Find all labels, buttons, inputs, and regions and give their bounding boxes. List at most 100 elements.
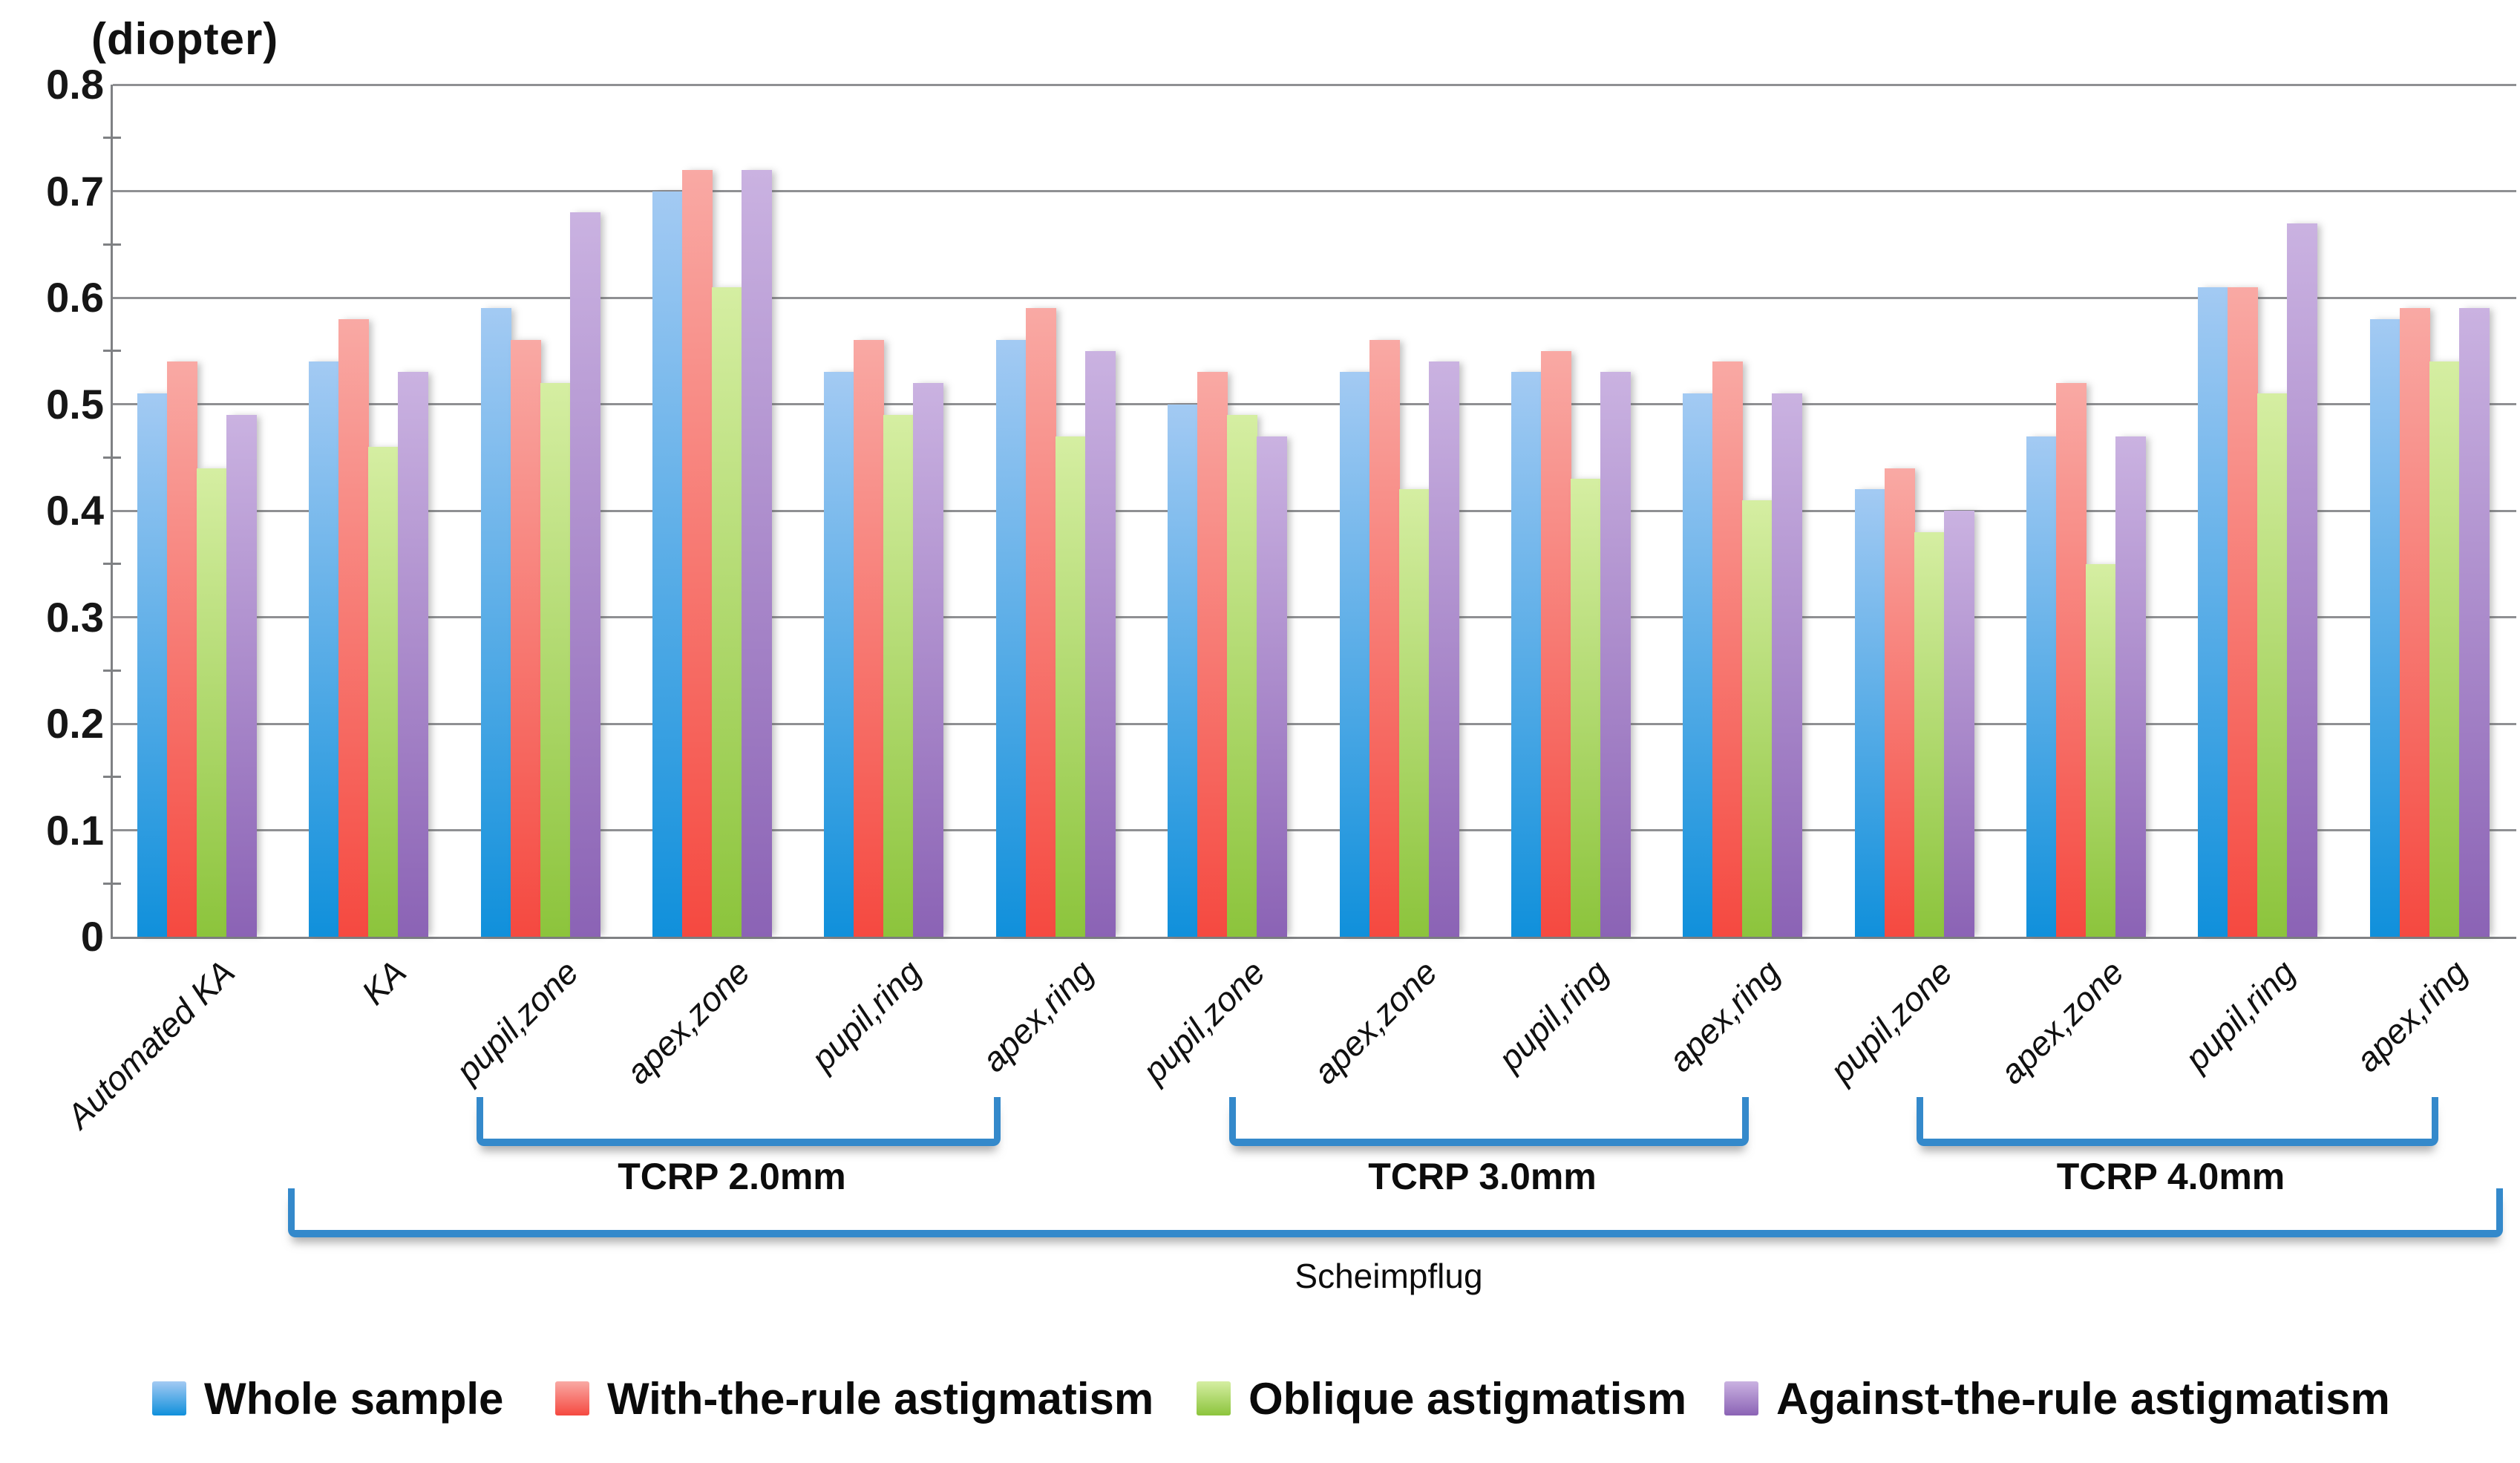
bar-oblique-astigmatism — [1398, 489, 1430, 937]
bar-with-the-rule-astigmatism — [854, 340, 885, 937]
gridline — [113, 403, 2516, 405]
x-axis-line — [111, 937, 2516, 939]
bar-oblique-astigmatism — [1742, 500, 1773, 937]
bar-with-the-rule-astigmatism — [1540, 350, 1571, 937]
y-axis-minor-tick — [103, 882, 121, 885]
bar-with-the-rule-astigmatism — [1884, 468, 1915, 937]
bar-whole-sample — [1683, 393, 1714, 937]
group-bracket-label: TCRP 2.0mm — [618, 1156, 846, 1197]
bar-with-the-rule-astigmatism — [338, 318, 370, 937]
bar-oblique-astigmatism — [2429, 361, 2460, 937]
legend-label: With-the-rule astigmatism — [607, 1373, 1154, 1424]
bar-with-the-rule-astigmatism — [1197, 372, 1228, 937]
bar-against-the-rule-astigmatism — [742, 169, 772, 937]
bar-against-the-rule-astigmatism — [2287, 223, 2318, 937]
bar-whole-sample — [1339, 372, 1370, 937]
y-axis-tick-label: 0.1 — [46, 806, 104, 854]
bar-oblique-astigmatism — [883, 414, 914, 937]
group-bracket-label: TCRP 3.0mm — [1368, 1156, 1597, 1197]
bar-whole-sample — [137, 393, 168, 937]
y-axis-minor-tick — [103, 243, 121, 246]
bar-with-the-rule-astigmatism — [1712, 361, 1744, 937]
bar-whole-sample — [309, 361, 340, 937]
y-axis-tick-label: 0.3 — [46, 593, 104, 641]
group-bracket-tcrp-2.0mm — [477, 1097, 1001, 1146]
y-axis-minor-tick — [103, 350, 121, 353]
y-axis-tick-label: 0.2 — [46, 700, 104, 747]
y-axis-unit-title: (diopter) — [91, 14, 279, 64]
bar-against-the-rule-astigmatism — [569, 212, 600, 937]
gridline — [113, 190, 2516, 192]
bar-whole-sample — [480, 308, 511, 937]
bar-against-the-rule-astigmatism — [1257, 436, 1288, 937]
y-axis-tick-label: 0.8 — [46, 61, 104, 108]
bar-against-the-rule-astigmatism — [226, 414, 257, 937]
group-bracket-label: TCRP 4.0mm — [2056, 1156, 2285, 1197]
group-bracket-tcrp-3.0mm — [1229, 1097, 1749, 1146]
y-axis-minor-tick — [103, 563, 121, 566]
bar-against-the-rule-astigmatism — [1943, 511, 1974, 937]
bar-with-the-rule-astigmatism — [682, 169, 713, 937]
bar-oblique-astigmatism — [197, 468, 227, 937]
bar-oblique-astigmatism — [1570, 479, 1601, 937]
y-axis-tick-label: 0.5 — [46, 380, 104, 428]
y-axis-tick-label: 0.6 — [46, 274, 104, 321]
legend-swatch — [152, 1381, 186, 1415]
y-axis-line — [111, 85, 113, 937]
y-axis-minor-tick — [103, 669, 121, 672]
gridline — [113, 616, 2516, 618]
group-bracket-label: Scheimpflug — [1295, 1257, 1483, 1295]
y-axis-tick-label: 0.4 — [46, 487, 104, 534]
bar-whole-sample — [824, 372, 855, 937]
group-bracket-scheimpflug — [288, 1188, 2503, 1237]
legend-label: Against-the-rule astigmatism — [1776, 1373, 2390, 1424]
bar-against-the-rule-astigmatism — [1600, 372, 1631, 937]
bar-with-the-rule-astigmatism — [2055, 382, 2087, 937]
bar-whole-sample — [1511, 372, 1542, 937]
bar-against-the-rule-astigmatism — [2115, 436, 2146, 937]
gridline — [113, 509, 2516, 512]
gridline — [113, 829, 2516, 831]
bar-with-the-rule-astigmatism — [510, 340, 541, 937]
bar-against-the-rule-astigmatism — [398, 372, 429, 937]
bar-oblique-astigmatism — [1914, 531, 1945, 937]
bar-whole-sample — [1854, 489, 1885, 937]
legend-swatch — [1197, 1381, 1231, 1415]
legend-label: Oblique astigmatism — [1248, 1373, 1687, 1424]
y-axis-tick-label: 0.7 — [46, 167, 104, 215]
gridline — [113, 722, 2516, 725]
bar-against-the-rule-astigmatism — [913, 382, 944, 937]
legend-item: Against-the-rule astigmatism — [1724, 1372, 2390, 1425]
bar-whole-sample — [995, 340, 1027, 937]
bar-oblique-astigmatism — [2085, 563, 2116, 937]
bar-against-the-rule-astigmatism — [1084, 350, 1116, 937]
group-bracket-tcrp-4.0mm — [1917, 1097, 2438, 1146]
bar-against-the-rule-astigmatism — [1428, 361, 1459, 937]
legend-swatch — [1724, 1381, 1758, 1415]
y-axis-minor-tick — [103, 776, 121, 779]
legend-item: Oblique astigmatism — [1197, 1372, 1686, 1425]
legend-item: With-the-rule astigmatism — [555, 1372, 1153, 1425]
bar-with-the-rule-astigmatism — [2399, 308, 2430, 937]
bar-whole-sample — [2369, 318, 2400, 937]
bar-with-the-rule-astigmatism — [2228, 287, 2259, 937]
bar-oblique-astigmatism — [712, 287, 742, 937]
bar-oblique-astigmatism — [2257, 393, 2288, 937]
bar-against-the-rule-astigmatism — [2458, 308, 2490, 937]
bar-whole-sample — [652, 191, 683, 937]
legend-item: Whole sample — [152, 1372, 503, 1425]
bar-oblique-astigmatism — [368, 446, 399, 937]
gridline — [113, 83, 2516, 86]
bar-with-the-rule-astigmatism — [1025, 308, 1056, 937]
legend-swatch — [555, 1381, 589, 1415]
bar-with-the-rule-astigmatism — [167, 361, 197, 937]
y-axis-minor-tick — [103, 137, 121, 140]
bar-against-the-rule-astigmatism — [1772, 393, 1803, 937]
y-axis-tick-label: 0 — [80, 913, 104, 960]
bar-whole-sample — [1168, 404, 1199, 937]
legend-label: Whole sample — [204, 1373, 504, 1424]
gridline — [113, 296, 2516, 299]
bar-oblique-astigmatism — [540, 382, 571, 937]
y-axis-minor-tick — [103, 456, 121, 459]
